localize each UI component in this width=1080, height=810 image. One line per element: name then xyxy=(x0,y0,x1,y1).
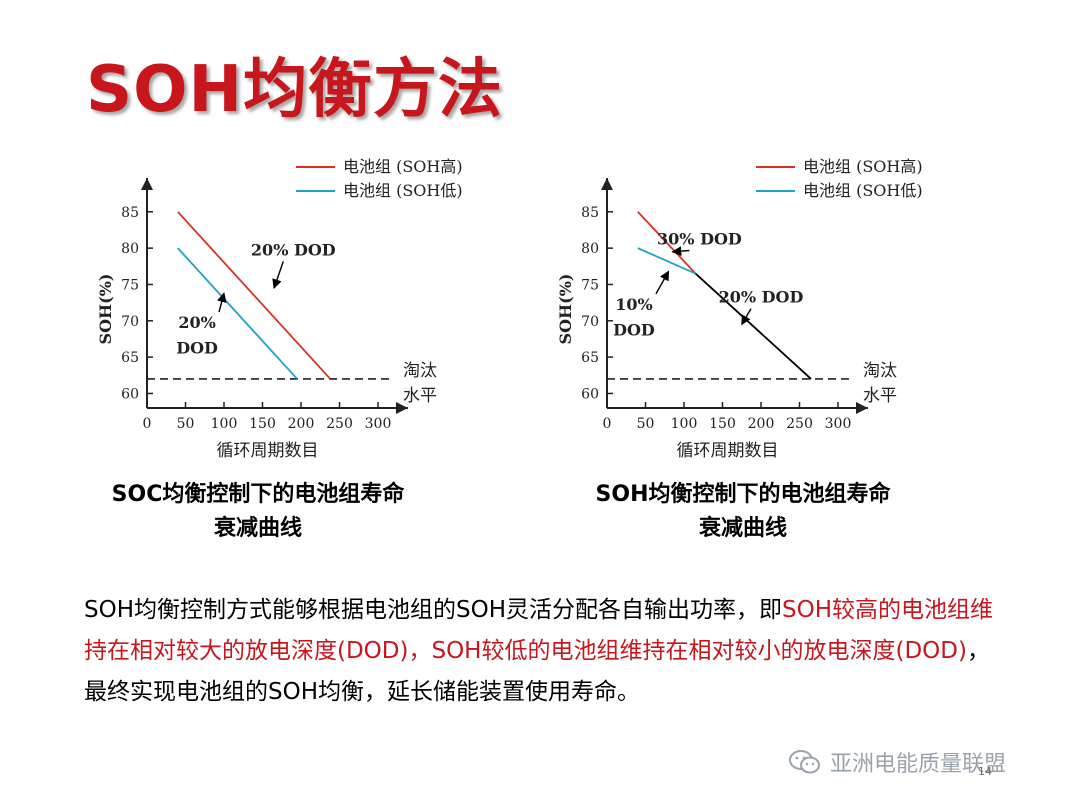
x-tick-label: 300 xyxy=(365,416,392,432)
series-line-1 xyxy=(637,247,696,275)
x-axis-arrowhead xyxy=(856,402,868,414)
x-tick-label: 100 xyxy=(671,416,698,432)
annotation-label: DOD xyxy=(176,339,218,358)
y-tick-label: 60 xyxy=(581,386,599,402)
annotation-label: DOD xyxy=(613,320,655,339)
chart-caption-left: SOC均衡控制下的电池组寿命 衰减曲线 xyxy=(38,478,478,546)
x-tick-label: 0 xyxy=(603,416,612,432)
annotation-arrow xyxy=(217,292,227,313)
chart-soc-balancing: 0 50 100 150 200 250 300 60 65 70 75 80 85 循环周期数目 SOH(… xyxy=(96,157,463,461)
paragraph-highlight: SOH较高的电池组维持在相对较大的放电深度(DOD)，SOH较低的电池组维持在相… xyxy=(84,597,993,664)
x-axis-label: 循环周期数目 xyxy=(677,441,779,461)
caption-line: SOH均衡控制下的电池组寿命 xyxy=(595,482,891,507)
x-tick-label: 300 xyxy=(825,416,852,432)
chart-caption-right: SOH均衡控制下的电池组寿命 衰减曲线 xyxy=(523,478,963,546)
annotation-arrow xyxy=(272,261,284,290)
x-tick-label: 200 xyxy=(748,416,775,432)
y-tick-label: 70 xyxy=(121,314,139,330)
threshold-label: 水平 xyxy=(863,386,897,406)
legend-label: 电池组 (SOH低) xyxy=(343,181,463,200)
caption-line: SOC均衡控制下的电池组寿命 xyxy=(111,482,405,507)
x-axis-arrowhead xyxy=(396,402,408,414)
threshold-label: 淘汰 xyxy=(863,361,897,381)
series-line-2 xyxy=(694,272,812,380)
page-number: 14 xyxy=(978,765,992,778)
y-tick-label: 85 xyxy=(581,205,599,221)
caption-line: 衰减曲线 xyxy=(213,516,302,541)
x-tick-label: 250 xyxy=(786,416,813,432)
y-axis-arrowhead xyxy=(601,178,613,190)
y-tick-label: 80 xyxy=(581,241,599,257)
x-tick-label: 150 xyxy=(709,416,736,432)
x-tick-label: 100 xyxy=(211,416,238,432)
page-title: SOH均衡方法 xyxy=(86,53,504,127)
threshold-label: 淘汰 xyxy=(403,361,437,381)
watermark-text: 亚洲电能质量联盟 xyxy=(830,752,1007,777)
wechat-icon xyxy=(789,750,820,774)
annotation-arrow xyxy=(655,270,670,295)
x-tick-label: 50 xyxy=(637,416,655,432)
x-tick-label: 250 xyxy=(326,416,353,432)
annotation-label: 20% DOD xyxy=(251,240,336,259)
legend-label: 电池组 (SOH低) xyxy=(803,181,923,200)
x-tick-label: 200 xyxy=(288,416,315,432)
y-axis-label: SOH(%) xyxy=(556,274,575,345)
y-tick-label: 70 xyxy=(581,314,599,330)
y-tick-label: 65 xyxy=(581,350,599,366)
caption-line: 衰减曲线 xyxy=(698,516,787,541)
y-tick-label: 80 xyxy=(121,241,139,257)
annotation-arrow xyxy=(671,246,690,256)
threshold-label: 水平 xyxy=(403,386,437,406)
legend-label: 电池组 (SOH高) xyxy=(803,157,923,176)
series-line-0 xyxy=(177,211,331,380)
x-tick-label: 150 xyxy=(249,416,276,432)
annotation-label: 20% DOD xyxy=(719,288,804,307)
y-tick-label: 75 xyxy=(121,277,139,293)
description-paragraph: SOH均衡控制方式能够根据电池组的SOH灵活分配各自输出功率，即SOH较高的电池… xyxy=(84,590,1004,713)
wechat-watermark: 亚洲电能质量联盟 xyxy=(788,746,1006,778)
series-line-1 xyxy=(177,247,298,380)
paragraph-text: SOH均衡控制方式能够根据电池组的SOH灵活分配各自输出功率，即 xyxy=(84,597,782,623)
y-axis-label: SOH(%) xyxy=(96,274,115,345)
chart-soh-balancing: 0 50 100 150 200 250 300 60 65 70 75 80 85 循环周期数目 SOH(… xyxy=(556,157,923,461)
paragraph-text: ，最终实现电池组的SOH均衡，延长储能装置使用寿命。 xyxy=(84,638,990,705)
series-line-0 xyxy=(637,211,697,275)
annotation-label: 10% xyxy=(615,295,652,314)
annotation-arrow xyxy=(741,308,752,326)
x-axis-label: 循环周期数目 xyxy=(217,441,319,461)
y-tick-label: 85 xyxy=(121,205,139,221)
annotation-label: 30% DOD xyxy=(657,230,742,249)
legend-label: 电池组 (SOH高) xyxy=(343,157,463,176)
x-tick-label: 0 xyxy=(143,416,152,432)
y-tick-label: 65 xyxy=(121,350,139,366)
y-axis-arrowhead xyxy=(141,178,153,190)
y-tick-label: 60 xyxy=(121,386,139,402)
x-tick-label: 50 xyxy=(177,416,195,432)
annotation-label: 20% xyxy=(178,313,215,332)
y-tick-label: 75 xyxy=(581,277,599,293)
